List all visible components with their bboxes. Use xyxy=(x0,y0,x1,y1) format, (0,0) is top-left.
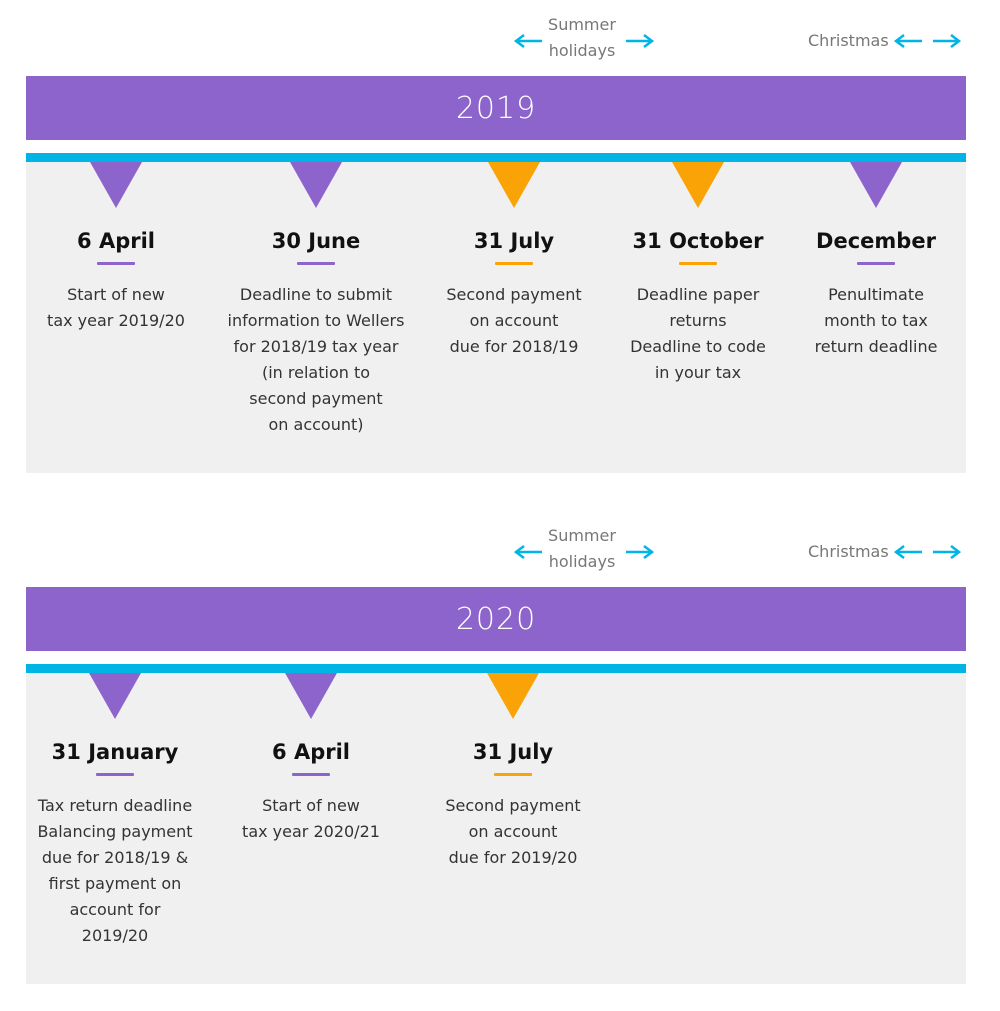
christmas-label: Christmas xyxy=(808,542,889,561)
christmas-annotation: Christmas xyxy=(808,539,968,565)
event-date: 31 July xyxy=(472,740,554,764)
event-date: 30 June xyxy=(271,229,361,253)
event-date: 31 October xyxy=(632,229,764,253)
timeline-event: 6 April Start of new tax year 2019/20 xyxy=(21,162,211,334)
date-underline xyxy=(96,773,134,776)
timeline-rule xyxy=(26,664,966,673)
date-underline xyxy=(495,262,533,265)
summer-holidays-label: Summer holidays xyxy=(548,15,616,60)
event-description: Second payment on account due for 2018/1… xyxy=(446,285,582,356)
triangle-marker-icon xyxy=(850,162,902,208)
timeline-event: 31 October Deadline paper returns Deadli… xyxy=(603,162,793,386)
summer-holidays-annotation: Summer holidays xyxy=(514,12,654,68)
timeline-rule xyxy=(26,153,966,162)
timeline-event: 30 June Deadline to submit information t… xyxy=(221,162,411,438)
date-underline xyxy=(97,262,135,265)
christmas-label: Christmas xyxy=(808,31,889,50)
arrow-left-icon xyxy=(514,545,542,559)
event-description: Second payment on account due for 2019/2… xyxy=(445,796,581,867)
events-panel xyxy=(26,162,966,473)
summer-holidays-annotation: Summer holidays xyxy=(514,523,654,579)
arrow-left-icon xyxy=(894,545,922,559)
event-date: December xyxy=(816,229,936,253)
event-description: Start of new tax year 2020/21 xyxy=(242,796,380,841)
date-underline xyxy=(292,773,330,776)
date-underline xyxy=(857,262,895,265)
year-banner: 2020 xyxy=(26,587,966,651)
triangle-marker-icon xyxy=(89,673,141,719)
date-underline xyxy=(297,262,335,265)
event-description: Start of new tax year 2019/20 xyxy=(47,285,185,330)
arrow-right-icon xyxy=(626,34,654,48)
event-date: 31 January xyxy=(51,740,179,764)
arrow-right-icon xyxy=(626,545,654,559)
arrow-left-icon xyxy=(894,34,922,48)
timeline-event: 31 January Tax return deadline Balancing… xyxy=(20,673,210,949)
arrow-right-icon xyxy=(933,34,961,48)
date-underline xyxy=(679,262,717,265)
event-description: Tax return deadline Balancing payment du… xyxy=(37,796,193,945)
event-description: Deadline paper returns Deadline to code … xyxy=(630,285,766,382)
event-description: Deadline to submit information to Weller… xyxy=(227,285,405,434)
timeline-event: 6 April Start of new tax year 2020/21 xyxy=(216,673,406,845)
date-underline xyxy=(494,773,532,776)
event-date: 6 April xyxy=(77,229,155,253)
triangle-marker-icon xyxy=(672,162,724,208)
timeline-event: 31 July Second payment on account due fo… xyxy=(418,673,608,871)
triangle-marker-icon xyxy=(290,162,342,208)
events-panel xyxy=(26,673,966,984)
event-date: 31 July xyxy=(473,229,555,253)
event-description: Penultimate month to tax return deadline xyxy=(814,285,938,356)
triangle-marker-icon xyxy=(285,673,337,719)
year-banner: 2019 xyxy=(26,76,966,140)
arrow-left-icon xyxy=(514,34,542,48)
arrow-right-icon xyxy=(933,545,961,559)
timeline-2020: Summer holidays Christmas 2020 31 Januar… xyxy=(0,511,1000,1011)
triangle-marker-icon xyxy=(487,673,539,719)
event-date: 6 April xyxy=(272,740,350,764)
triangle-marker-icon xyxy=(90,162,142,208)
christmas-annotation: Christmas xyxy=(808,28,968,54)
summer-holidays-label: Summer holidays xyxy=(548,526,616,571)
timeline-event: December Penultimate month to tax return… xyxy=(781,162,971,360)
triangle-marker-icon xyxy=(488,162,540,208)
timeline-2019: Summer holidays Christmas 2019 6 April S… xyxy=(0,0,1000,500)
timeline-event: 31 July Second payment on account due fo… xyxy=(419,162,609,360)
